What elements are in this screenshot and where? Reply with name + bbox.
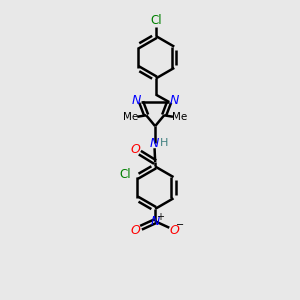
- Text: Cl: Cl: [150, 14, 162, 27]
- Text: O: O: [131, 224, 141, 237]
- Text: N: N: [150, 137, 159, 150]
- Text: Me: Me: [172, 112, 187, 122]
- Text: N: N: [151, 215, 160, 228]
- Text: O: O: [130, 143, 140, 156]
- Text: H: H: [160, 138, 168, 148]
- Text: N: N: [169, 94, 178, 107]
- Text: +: +: [157, 212, 164, 222]
- Text: N: N: [132, 94, 141, 107]
- Text: −: −: [176, 220, 184, 230]
- Text: Cl: Cl: [120, 168, 131, 181]
- Text: O: O: [169, 224, 179, 237]
- Text: Me: Me: [123, 112, 138, 122]
